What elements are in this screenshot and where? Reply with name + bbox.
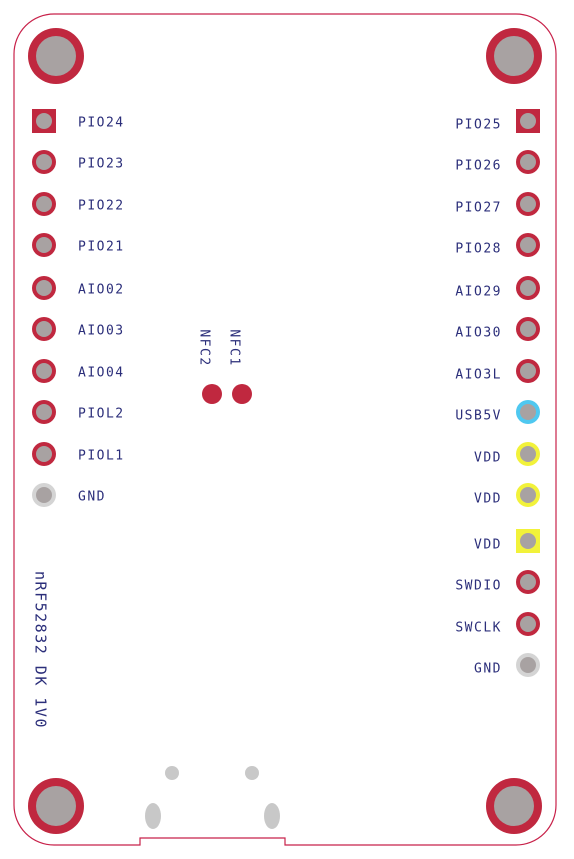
board-outline: [13, 13, 557, 846]
pad-hole: [36, 446, 52, 462]
pad-hole: [520, 237, 536, 253]
pin-label: AIO30: [455, 326, 502, 341]
pad-hole: [520, 363, 536, 379]
pin-label: VDD: [474, 538, 502, 553]
pin-label: SWDIO: [455, 579, 502, 594]
pin-label: SWCLK: [455, 621, 502, 636]
mounting-holes: [28, 28, 542, 834]
pad-hole: [520, 404, 536, 420]
pad-hole: [36, 113, 52, 129]
pin-label: GND: [474, 662, 502, 677]
pad-hole: [36, 321, 52, 337]
pad-hole: [520, 113, 536, 129]
board-label: nRF52832 DK 1V0: [32, 571, 50, 729]
pad-hole: [520, 533, 536, 549]
pin-label: AIO3L: [455, 368, 502, 383]
pin-label: VDD: [474, 492, 502, 507]
pad-hole: [36, 237, 52, 253]
pad-hole: [520, 657, 536, 673]
pad-hole: [36, 363, 52, 379]
nfc-label: NFC2: [197, 329, 212, 366]
pin-label: PIO24: [78, 116, 125, 131]
pin-label: VDD: [474, 451, 502, 466]
pad-hole: [520, 154, 536, 170]
usb-pads: [145, 766, 280, 829]
pin-label: PIO25: [455, 118, 502, 133]
pad-hole: [36, 404, 52, 420]
pin-label: GND: [78, 490, 106, 505]
pin-label: PIOL2: [78, 407, 125, 422]
pad-hole: [520, 446, 536, 462]
pin-label: PIO27: [455, 201, 502, 216]
pad-hole: [36, 487, 52, 503]
pin-label: PIOL1: [78, 449, 125, 464]
pad-hole: [36, 196, 52, 212]
pad-hole: [520, 574, 536, 590]
pin-label: AIO29: [455, 285, 502, 300]
pin-label: AIO02: [78, 283, 125, 298]
pin-label: PIO26: [455, 159, 502, 174]
nfc-pads: [202, 384, 252, 404]
pad-hole: [520, 280, 536, 296]
pad-hole: [36, 154, 52, 170]
pad-hole: [36, 280, 52, 296]
pin-label: PIO22: [78, 199, 125, 214]
pin-label: USB5V: [455, 409, 502, 424]
pin-label: PIO23: [78, 157, 125, 172]
pin-label: AIO03: [78, 324, 125, 339]
pad-hole: [520, 487, 536, 503]
pin-label: AIO04: [78, 366, 125, 381]
pad-hole: [520, 616, 536, 632]
pin-label: PIO21: [78, 240, 125, 255]
nfc-label: NFC1: [227, 329, 242, 366]
pad-hole: [520, 321, 536, 337]
pin-label: PIO28: [455, 242, 502, 257]
pad-hole: [520, 196, 536, 212]
